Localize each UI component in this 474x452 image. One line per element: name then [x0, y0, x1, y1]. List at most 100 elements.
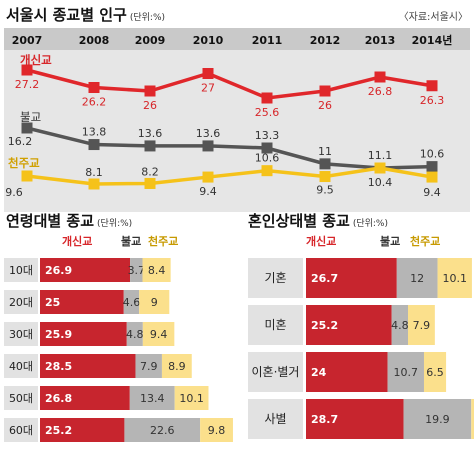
year-tick-label: 2012	[310, 34, 341, 47]
data-label-protestant: 26.8	[368, 85, 393, 98]
series-name-protestant: 개신교	[20, 53, 52, 67]
data-label-catholic: 11.1	[368, 149, 393, 162]
bar-segment-protestant	[306, 399, 404, 439]
category-box	[248, 305, 303, 345]
bar-value-label: 7.9	[140, 360, 158, 373]
data-label-protestant: 27	[201, 82, 215, 95]
bar-segment-buddhist	[403, 399, 472, 439]
bar-value-label: 10.7	[394, 366, 419, 379]
year-tick-label: 2008	[79, 34, 110, 47]
bar-segment-buddhist	[124, 418, 201, 442]
data-point-catholic	[21, 170, 33, 182]
year-tick-label: 2011	[252, 34, 283, 47]
source-note: 〈자료:서울시〉	[399, 11, 468, 23]
category-label: 미혼	[264, 318, 286, 332]
category-label: 40대	[9, 360, 33, 373]
bar-segment-protestant	[306, 352, 388, 392]
category-box	[248, 399, 303, 439]
data-label-protestant: 26	[318, 99, 332, 112]
bar-segment-catholic	[161, 354, 192, 378]
bar-value-label: 28.5	[45, 360, 72, 373]
bar-segment-protestant	[40, 258, 131, 282]
line-chart-panel: 서울시 종교별 인구 (단위:%) 〈자료:서울시〉 2007 2008 2009 20…	[4, 6, 470, 212]
data-label-catholic: 8.1	[85, 166, 103, 179]
data-label-protestant: 26.2	[82, 96, 107, 109]
data-label-catholic: 10.6	[255, 152, 280, 165]
data-label-buddhist: 11	[318, 145, 332, 158]
series-name-buddhist: 불교	[20, 110, 41, 124]
bar-segment-catholic	[142, 322, 175, 346]
bar-value-label: 26.7	[311, 272, 338, 285]
series-line-buddhist	[26, 126, 433, 170]
bar-segment-catholic	[423, 352, 447, 392]
age-legend-buddhist: 불교	[121, 235, 141, 248]
data-label-buddhist: 13.6	[138, 127, 163, 140]
marital-chart-panel: 혼인상태별 종교 (단위:%) 개신교 불교 천주교 기혼 26.7 12 10.1 미혼…	[248, 212, 474, 439]
bar-value-label: 19.9	[425, 413, 450, 426]
category-label: 50대	[9, 392, 33, 405]
data-label-buddhist: 10.6	[420, 148, 445, 161]
data-point-catholic	[261, 165, 273, 177]
bar-value-label: 25	[45, 296, 60, 309]
year-axis-band	[4, 28, 470, 50]
data-point-buddhist	[144, 140, 156, 152]
bar-segment-protestant	[40, 418, 125, 442]
data-point-catholic	[202, 171, 214, 183]
bar-value-label: 25.2	[311, 319, 338, 332]
bar-value-label: 9	[151, 296, 158, 309]
year-tick-label: 2007	[12, 34, 43, 47]
bar-segment-catholic	[471, 399, 474, 439]
marital-legend-buddhist: 불교	[380, 235, 400, 248]
data-label-buddhist: 10.4	[368, 176, 393, 189]
bar-segment-protestant	[40, 354, 136, 378]
bar-segment-catholic	[174, 386, 209, 410]
bar-value-label: 7.9	[413, 319, 431, 332]
bar-segment-buddhist	[126, 322, 143, 346]
data-point-buddhist	[261, 142, 273, 154]
bar-value-label: 26.9	[45, 264, 72, 277]
year-tick-label: 2009	[135, 34, 166, 47]
data-label-protestant: 26.3	[420, 94, 445, 107]
bar-value-label: 13.4	[140, 392, 165, 405]
category-box	[4, 258, 38, 282]
bar-segment-catholic	[139, 290, 170, 314]
bar-value-label: 22.6	[150, 424, 175, 437]
category-label: 30대	[9, 328, 33, 341]
line-chart-title: 서울시 종교별 인구 (단위:%)	[6, 6, 165, 24]
bar-segment-protestant	[40, 386, 130, 410]
series-line-catholic	[26, 166, 433, 186]
data-label-buddhist: 13.8	[82, 126, 107, 139]
bar-segment-buddhist	[135, 354, 162, 378]
line-chart-background	[4, 28, 470, 212]
bar-value-label: 4.8	[126, 328, 144, 341]
year-tick-label: 2010	[193, 34, 224, 47]
data-point-catholic	[144, 177, 156, 189]
data-label-catholic: 9.5	[316, 184, 334, 197]
data-label-buddhist: 13.6	[196, 127, 221, 140]
category-label: 기혼	[264, 271, 286, 285]
data-label-protestant: 25.6	[255, 106, 280, 119]
data-point-buddhist	[202, 140, 214, 152]
bar-segment-catholic	[200, 418, 233, 442]
bar-value-label: 24	[311, 366, 327, 379]
data-point-protestant	[202, 68, 214, 79]
category-box	[248, 352, 303, 392]
age-legend-protestant: 개신교	[62, 234, 92, 248]
data-point-catholic	[374, 162, 386, 174]
bar-segment-buddhist	[130, 258, 143, 282]
bar-value-label: 8.4	[148, 264, 166, 277]
year-tick-label: 2013	[365, 34, 396, 47]
bar-segment-buddhist	[129, 386, 175, 410]
data-point-protestant	[319, 85, 331, 97]
data-point-protestant	[144, 85, 156, 97]
marital-chart-title: 혼인상태별 종교 (단위:%)	[248, 212, 388, 230]
bar-value-label: 12	[410, 272, 424, 285]
data-label-catholic: 9.4	[423, 186, 441, 199]
data-point-protestant	[21, 64, 33, 76]
bar-value-label: 25.9	[45, 328, 72, 341]
bar-value-label: 28.7	[311, 413, 338, 426]
year-tick-label: 2014년	[412, 33, 453, 47]
bar-segment-protestant	[306, 258, 397, 298]
age-chart-title: 연령대별 종교 (단위:%)	[6, 212, 132, 230]
data-label-buddhist: 16.2	[8, 135, 33, 148]
